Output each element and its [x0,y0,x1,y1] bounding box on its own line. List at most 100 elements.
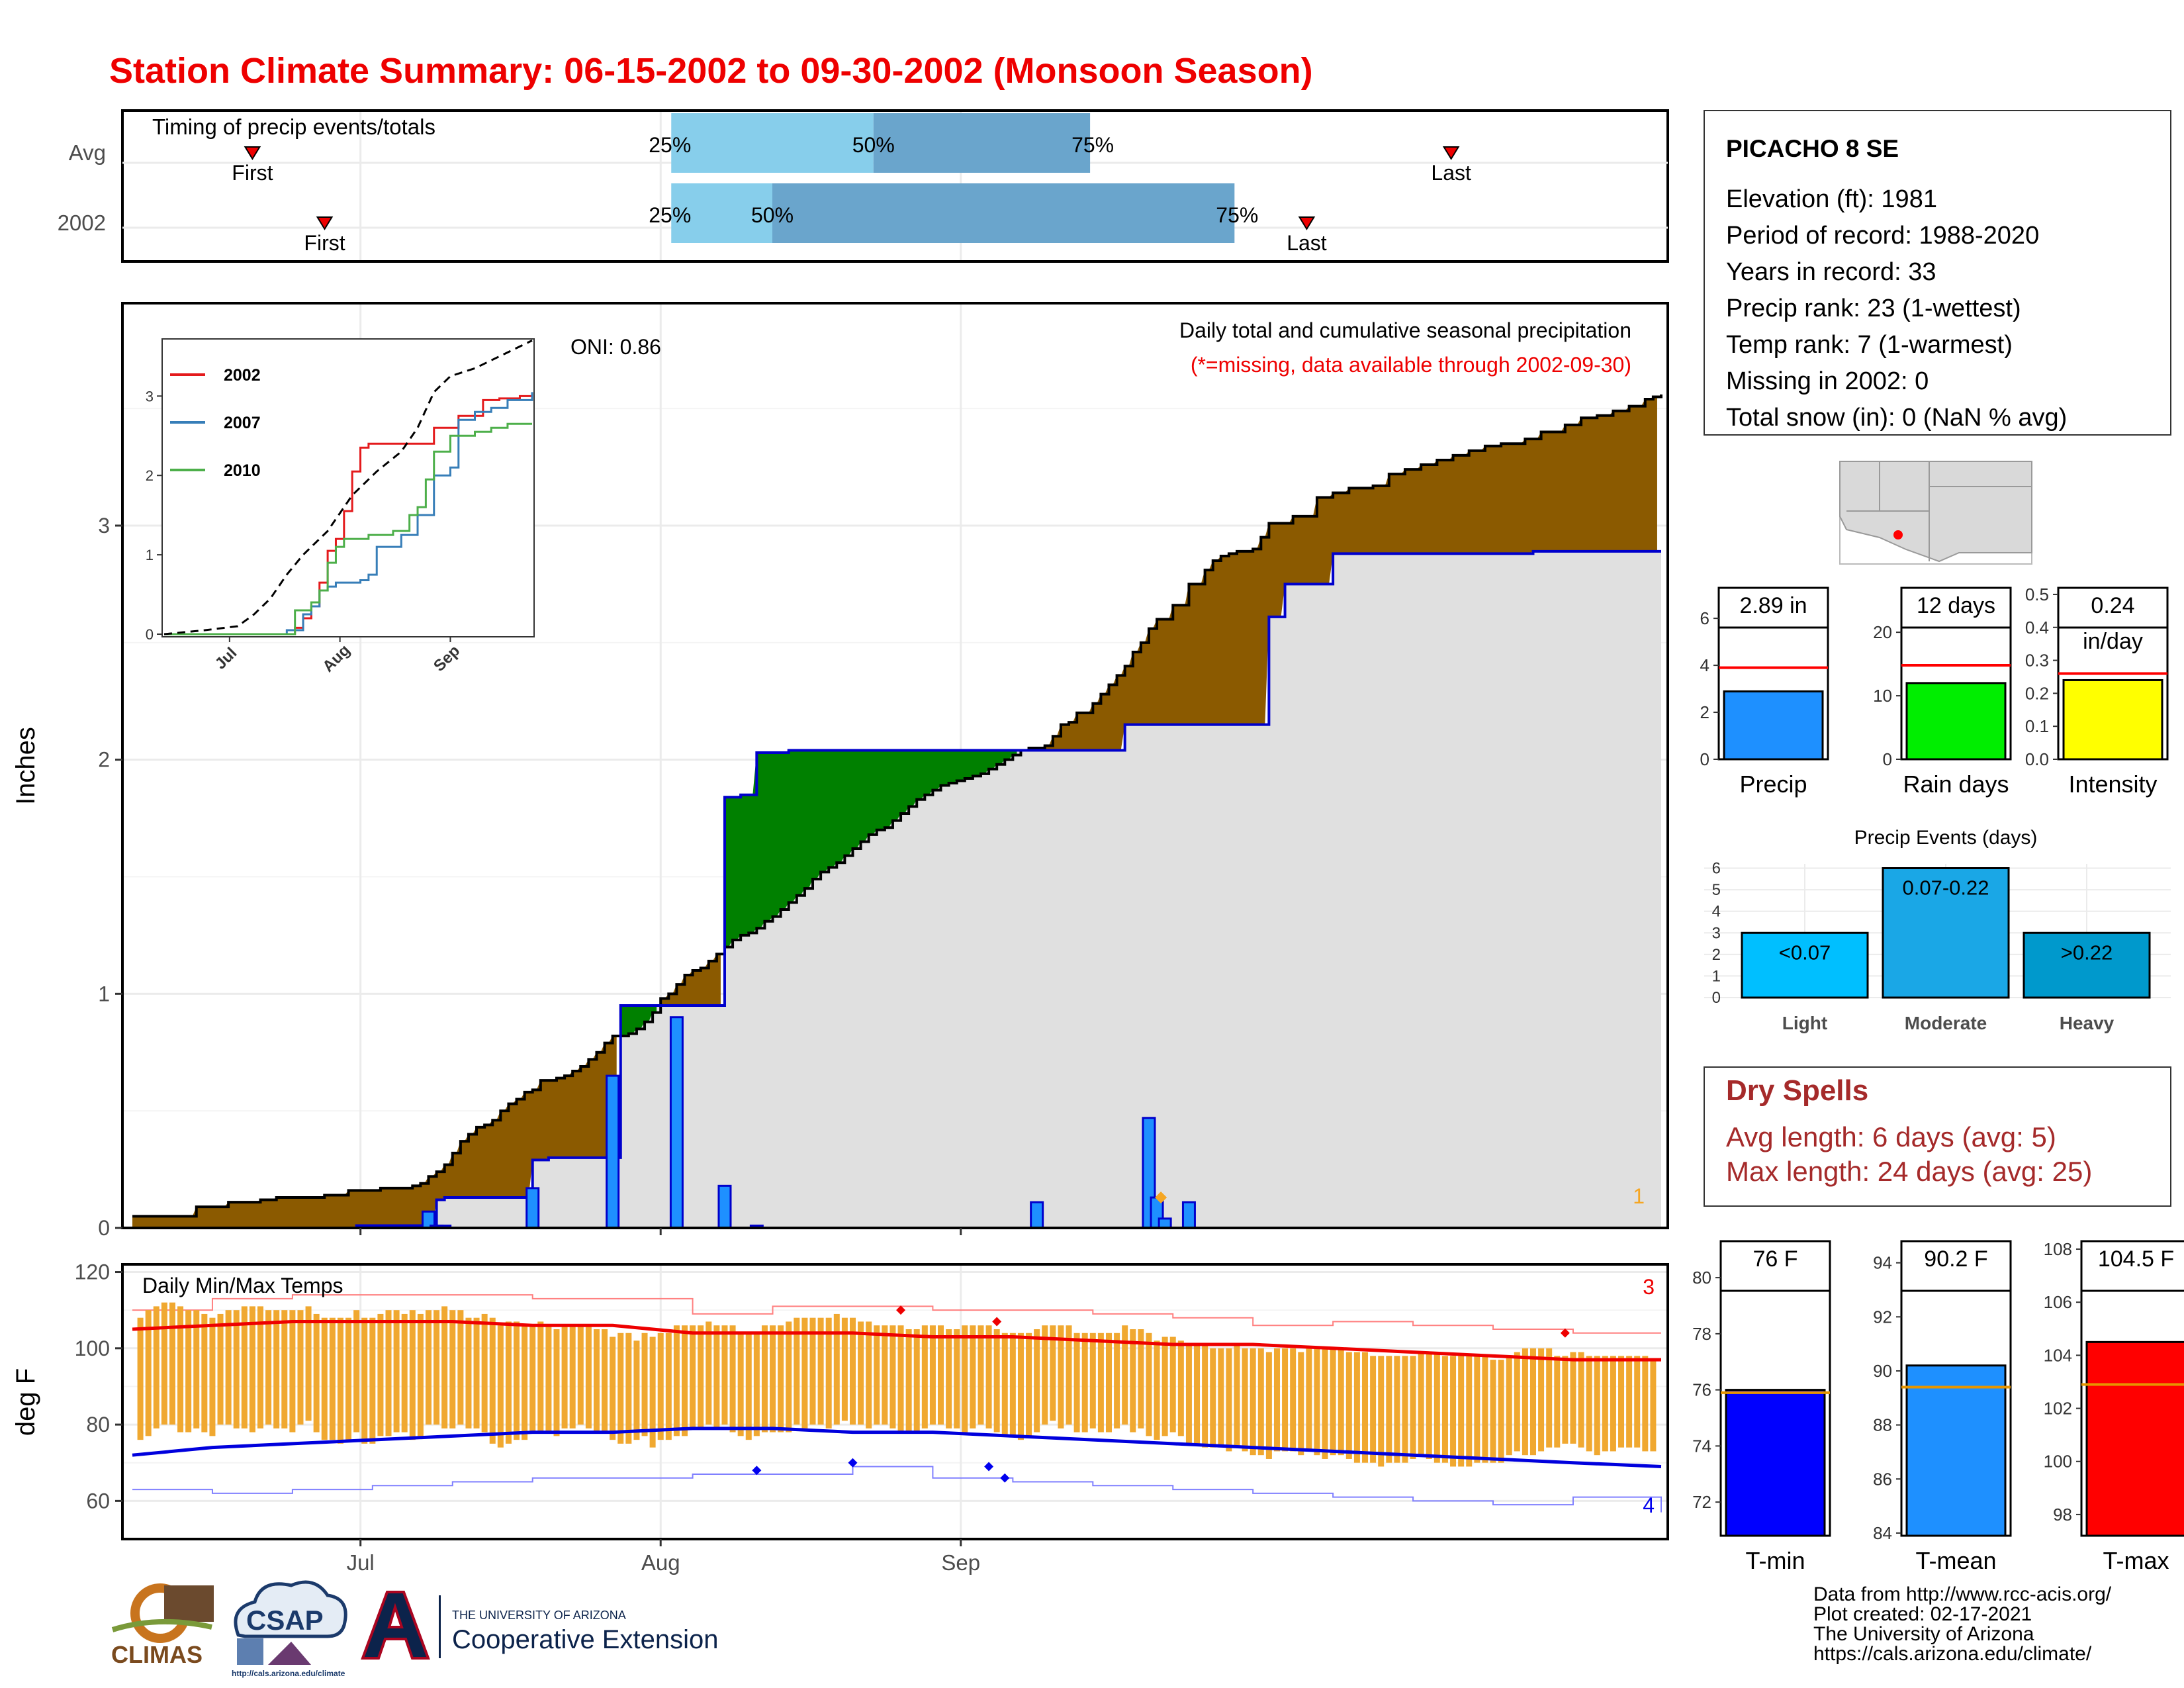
average-cumulative-line [132,549,1661,1229]
daily-temp-bar [1273,1348,1280,1452]
summary-y-tick-label: 0.1 [2025,716,2049,736]
summary-y-tick-label: 0.3 [2025,651,2049,671]
daily-temp-bar [1586,1356,1592,1452]
inset-y-tick-label: 2 [146,467,154,484]
daily-temp-bar [537,1321,544,1432]
inset-y-tick-label: 1 [146,547,154,563]
daily-temp-bar [1226,1348,1232,1452]
daily-temp-bar [929,1325,936,1425]
daily-temp-bar [1042,1325,1048,1425]
summary-value-text: 104.5 F [2098,1246,2174,1272]
daily-temp-bar [921,1325,928,1429]
daily-temp-bar [682,1325,688,1436]
daily-temp-bar [938,1325,944,1425]
temps-x-tick-label: Jul [347,1550,375,1575]
daily-temp-bar [465,1317,472,1429]
record-high-envelope [132,1294,1661,1334]
events-y-tick-label: 1 [1712,967,1721,985]
precip-y-axis-label: Inches [11,727,40,805]
missing-data-marker [1155,1192,1167,1204]
daily-temp-bar [1194,1344,1201,1444]
daily-temp-bar [946,1329,952,1429]
daily-temp-bar [473,1317,480,1429]
daily-temp-bar [489,1317,496,1444]
daily-temp-bar [337,1317,343,1444]
daily-temp-bar [729,1325,736,1432]
daily-temp-bar [1257,1348,1264,1456]
daily-temp-bar [641,1333,648,1436]
daily-temp-bar [433,1310,440,1425]
summary-y-tick-label: 10 [1873,686,1892,706]
summary-panel-precip: 2.89 in 0 2 4 6 Precip [1700,586,1829,798]
daily-temp-bar [1017,1333,1024,1440]
daily-temp-bar [1314,1348,1320,1456]
daily-temp-bar [153,1306,159,1429]
csap-logo-mountain [268,1642,311,1665]
daily-temp-bar [625,1333,632,1444]
events-y-tick-label: 5 [1712,881,1721,899]
summary-y-tick-label: 20 [1873,622,1892,642]
station-missing: Missing in 2002: 0 [1726,367,1929,395]
daily-temp-bar [1282,1348,1289,1452]
daily-temp-bar [209,1317,216,1436]
timing-marker-last [1298,216,1316,230]
station-location-marker [1893,530,1903,539]
daily-temp-bar [817,1317,824,1425]
daily-temp-bar [233,1310,240,1429]
daily-temp-bar [425,1310,432,1425]
locator-map [1839,461,2032,565]
daily-temp-bar [1338,1348,1344,1456]
daily-temp-bar [1474,1356,1480,1463]
daily-temp-bar [1242,1348,1248,1452]
daily-temp-bar [801,1317,808,1429]
summary-y-tick-label: 78 [1692,1324,1711,1344]
summary-panel-tmin: 76 F 72 74 76 78 80 T-min [1692,1240,1831,1574]
summary-panel-label: Intensity [2068,771,2157,798]
record-low-marker [1000,1473,1010,1483]
daily-temp-bar [705,1321,712,1425]
daily-temp-bar [1114,1333,1120,1429]
dry-spells-max: Max length: 24 days (avg: 25) [1726,1156,2092,1187]
daily-precip-bar [1158,1217,1172,1229]
daily-temp-bar [1538,1348,1545,1452]
climas-logo-ground [111,1618,212,1632]
daily-temp-bar [602,1329,608,1432]
daily-temp-bar [1370,1356,1377,1463]
summary-y-tick-label: 88 [1873,1415,1892,1435]
tmin-average-line [132,1427,1662,1468]
record-high-marker [896,1305,906,1315]
events-bar-label: <0.07 [1779,941,1831,964]
daily-temp-bar [1154,1340,1160,1440]
daily-temp-bar [1034,1329,1040,1432]
daily-temp-bar [225,1310,232,1425]
summary-value-text: 90.2 F [1924,1246,1987,1272]
events-y-tick-label: 0 [1712,989,1721,1007]
summary-y-tick-label: 0.4 [2025,618,2049,637]
summary-y-tick-label: 84 [1873,1523,1892,1543]
precip-panel: 0 1 2 3 Inches Daily total and cumulative s… [11,302,1669,1240]
temps-axis: 60 80 100 120 Jul Aug Sep [75,1260,981,1575]
summary-y-tick-label: 98 [2053,1505,2072,1524]
daily-temp-bar [770,1325,776,1432]
record-low-marker [984,1462,994,1472]
station-name: PICACHO 8 SE [1726,135,1899,162]
timing-marker-last [1442,146,1460,160]
summary-value-bar [2085,1340,2184,1537]
daily-temp-bar [273,1310,280,1429]
precip-y-tick-label: 1 [98,982,110,1006]
daily-temp-bar [1490,1360,1496,1463]
summary-panel-label: T-max [2103,1547,2169,1574]
daily-temp-bar [633,1340,640,1440]
daily-temp-bar [721,1325,728,1425]
summary-y-tick-label: 102 [2044,1399,2072,1419]
daily-temp-bar [1402,1356,1408,1463]
ua-logo-line1: THE UNIVERSITY OF ARIZONA [452,1609,626,1622]
daily-temp-bar [1001,1333,1008,1436]
daily-temp-bar [321,1317,328,1440]
daily-temp-bar [481,1313,488,1432]
events-category-label: Light [1782,1013,1827,1033]
precip-panel-frame [121,302,1669,1229]
inset-frame [161,338,535,637]
daily-temp-bar [1506,1356,1512,1456]
